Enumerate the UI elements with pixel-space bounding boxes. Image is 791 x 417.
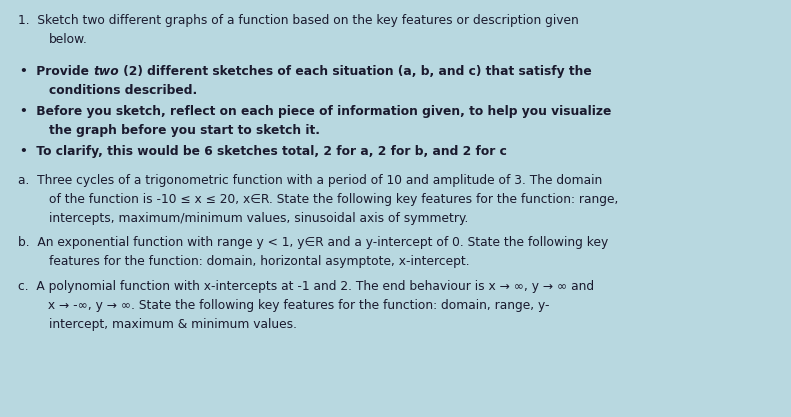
Text: below.: below. xyxy=(49,33,88,46)
Text: intercepts, maximum/minimum values, sinusoidal axis of symmetry.: intercepts, maximum/minimum values, sinu… xyxy=(49,211,468,225)
Text: b.  An exponential function with range y < 1, y∈R and a y-intercept of 0. State : b. An exponential function with range y … xyxy=(18,236,608,249)
Text: intercept, maximum & minimum values.: intercept, maximum & minimum values. xyxy=(49,318,297,331)
Text: x → -∞, y → ∞. State the following key features for the function: domain, range,: x → -∞, y → ∞. State the following key f… xyxy=(44,299,550,312)
Text: conditions described.: conditions described. xyxy=(49,84,197,97)
Text: c.  A polynomial function with x-intercepts at -1 and 2. The end behaviour is x : c. A polynomial function with x-intercep… xyxy=(18,280,594,293)
Text: •  To clarify, this would be 6 sketches total, 2 for a, 2 for b, and 2 for c: • To clarify, this would be 6 sketches t… xyxy=(20,145,507,158)
Text: •  Provide: • Provide xyxy=(20,65,93,78)
Text: of the function is -10 ≤ x ≤ 20, x∈R. State the following key features for the f: of the function is -10 ≤ x ≤ 20, x∈R. St… xyxy=(49,193,619,206)
Text: features for the function: domain, horizontal asymptote, x-intercept.: features for the function: domain, horiz… xyxy=(49,255,470,268)
Text: the graph before you start to sketch it.: the graph before you start to sketch it. xyxy=(49,124,320,137)
Text: 1.  Sketch two different graphs of a function based on the key features or descr: 1. Sketch two different graphs of a func… xyxy=(18,14,579,27)
Text: (2) different sketches of each situation (a, b, and c) that satisfy the: (2) different sketches of each situation… xyxy=(119,65,592,78)
Text: •  Before you sketch, reflect on each piece of information given, to help you vi: • Before you sketch, reflect on each pie… xyxy=(20,105,611,118)
Text: a.  Three cycles of a trigonometric function with a period of 10 and amplitude o: a. Three cycles of a trigonometric funct… xyxy=(18,173,602,186)
Text: two: two xyxy=(93,65,119,78)
